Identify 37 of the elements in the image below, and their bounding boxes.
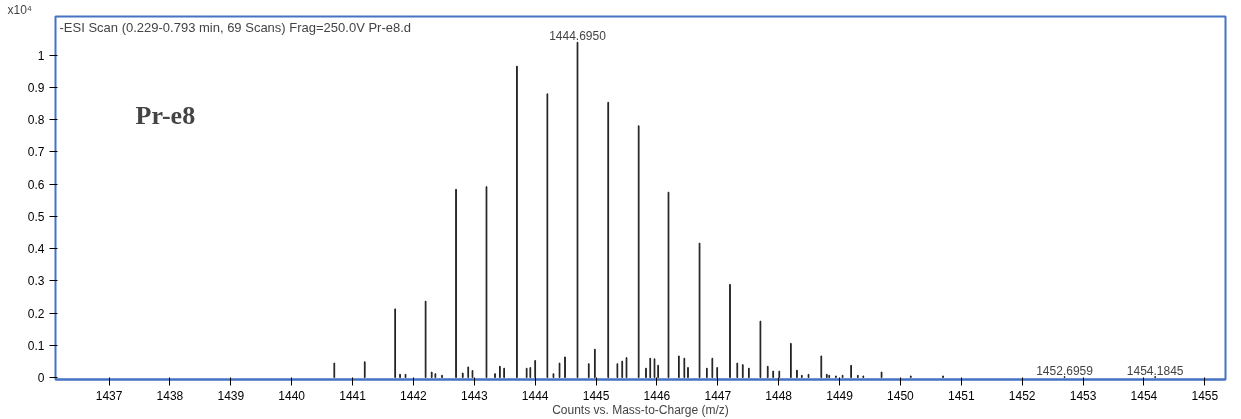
- y-tick-label: 0.1: [27, 338, 45, 353]
- annotation: 1454.1845: [1126, 363, 1184, 378]
- chart-title: -ESI Scan (0.229-0.793 min, 69 Scans) Frag=250.0V Pr-e8.d: [59, 19, 412, 35]
- x-tick-label: 1443: [460, 388, 488, 403]
- y-tick-label: 0: [37, 371, 45, 386]
- annotation: 1452.6959: [1036, 363, 1094, 378]
- y-tick-label: 1: [37, 48, 45, 63]
- x-tick-label: 1454: [1130, 388, 1158, 403]
- y-tick-label: 0.9: [27, 80, 45, 95]
- y-tick-label: 0.3: [27, 274, 45, 289]
- x-tick-label: 1448: [765, 388, 793, 403]
- x-tick-label: 1445: [582, 388, 610, 403]
- annotation: 1444.6950: [549, 29, 607, 44]
- x-tick-label: 1446: [643, 388, 671, 403]
- x-tick-label: 1441: [339, 388, 367, 403]
- y-tick-label: 0.4: [27, 242, 45, 257]
- x-tick-label: 1440: [278, 388, 306, 403]
- x-tick-label: 1439: [217, 388, 245, 403]
- x-tick-label: 1438: [156, 388, 184, 403]
- x-tick-label: 1450: [887, 388, 915, 403]
- y-axis-title: x10⁴: [7, 2, 33, 17]
- y-tick-label: 0.6: [27, 177, 45, 192]
- x-tick-label: 1447: [704, 388, 732, 403]
- x-tick-label: 1455: [1191, 388, 1219, 403]
- y-tick-label: 0.5: [27, 209, 45, 224]
- x-tick-label: 1451: [947, 388, 975, 403]
- x-tick-label: 1453: [1069, 388, 1097, 403]
- x-tick-label: 1437: [95, 388, 123, 403]
- y-tick-label: 0.8: [27, 113, 45, 128]
- x-axis-title: Counts vs. Mass-to-Charge (m/z): [552, 402, 729, 417]
- x-tick-label: 1452: [1008, 388, 1036, 403]
- y-tick-label: 0.7: [27, 145, 45, 160]
- x-tick-label: 1444: [521, 388, 549, 403]
- x-tick-label: 1442: [400, 388, 428, 403]
- y-tick-label: 0.2: [27, 306, 45, 321]
- annotation: Pr-e8: [135, 100, 196, 130]
- x-tick-label: 1449: [826, 388, 854, 403]
